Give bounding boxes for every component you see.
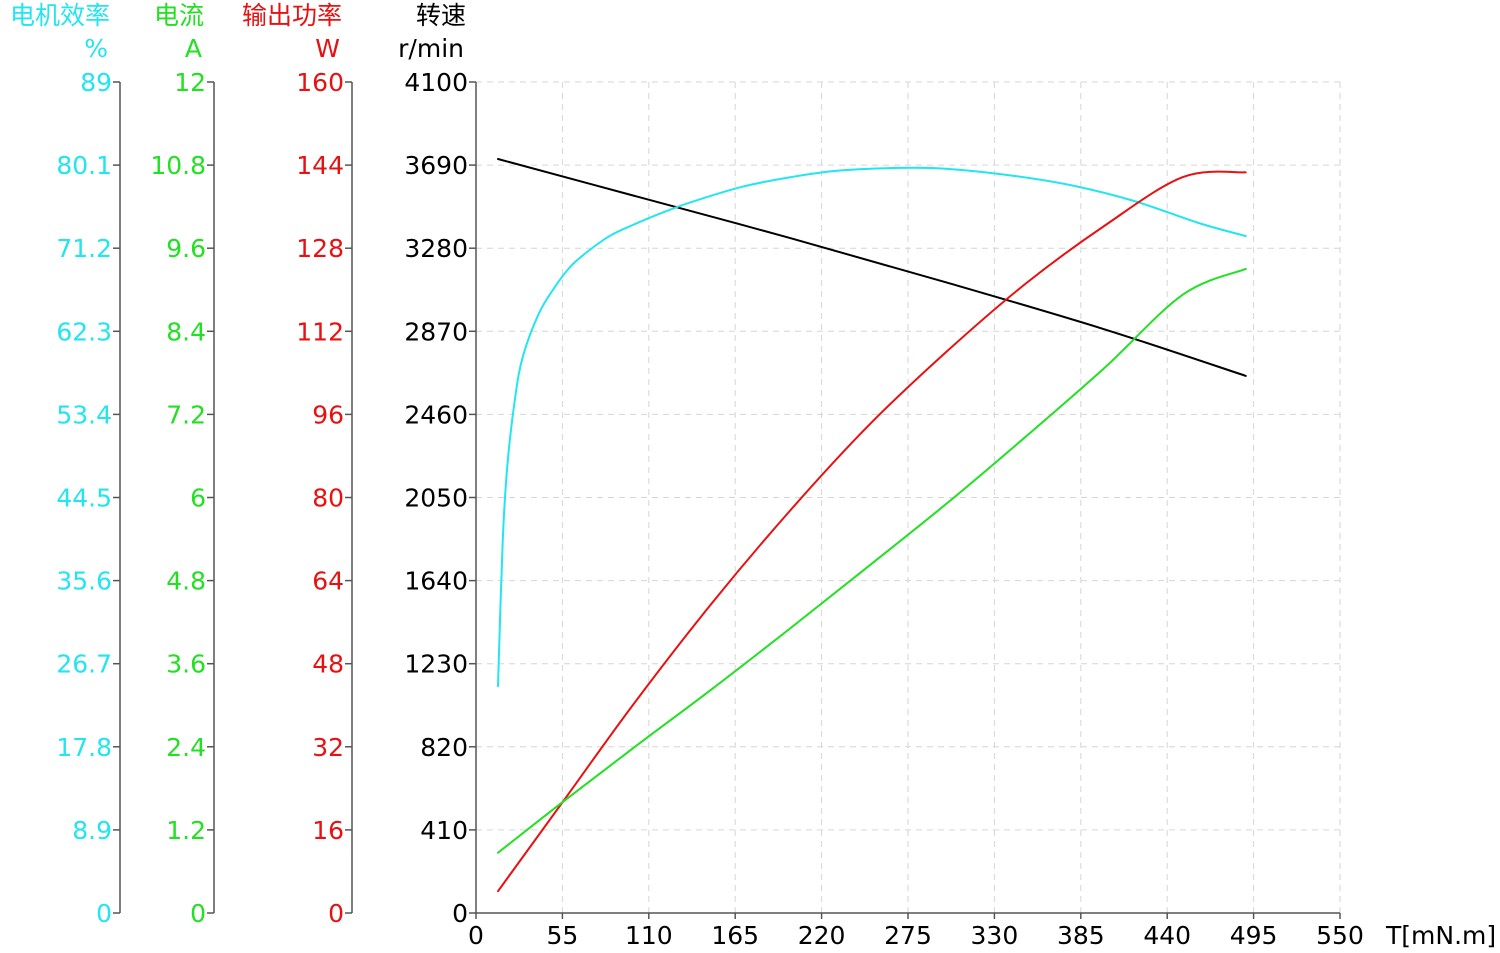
speed-axis: 0 410 820 1230 1640 2050 2460 2870 3280 3690 4100 转… — [398, 1, 477, 928]
current-tick-label-9-6: 9.6 — [166, 234, 206, 263]
speed-curve — [496, 158, 1247, 377]
current-tick-label-8-4: 8.4 — [166, 317, 206, 346]
efficiency-tick-label-89: 89 — [80, 68, 112, 97]
speed-tick-label-2460: 2460 — [404, 400, 468, 429]
speed-tick-label-3690: 3690 — [404, 151, 468, 180]
current-tick-label-1-2: 1.2 — [166, 816, 206, 845]
speed-tick-label-4100: 4100 — [404, 68, 468, 97]
speed-tick-label-2870: 2870 — [404, 317, 468, 346]
power-tick-label-48: 48 — [312, 650, 344, 679]
efficiency-tick-label-0: 0 — [96, 899, 112, 928]
power-tick-label-112: 112 — [296, 317, 344, 346]
current-axis-unit: A — [185, 34, 202, 63]
efficiency-tick-label-44-5: 44.5 — [56, 484, 112, 513]
power-tick-label-32: 32 — [312, 733, 344, 762]
speed-axis-title: 转速 — [416, 1, 466, 30]
current-tick-label-12: 12 — [174, 68, 206, 97]
efficiency-tick-label-62-3: 62.3 — [56, 317, 112, 346]
current-tick-label-0: 0 — [190, 899, 206, 928]
torque-tick-label-55: 55 — [546, 921, 578, 950]
torque-tick-label-220: 220 — [798, 921, 846, 950]
speed-tick-label-820: 820 — [420, 733, 468, 762]
axes: 0 8.9 17.8 26.7 35.6 44.5 53.4 62.3 71.2 80.1 89 电机… — [10, 1, 1496, 950]
speed-tick-label-1230: 1230 — [404, 650, 468, 679]
torque-tick-label-275: 275 — [884, 921, 932, 950]
power-curve — [496, 170, 1247, 893]
current-axis-title: 电流 — [154, 1, 204, 30]
efficiency-tick-label-35-6: 35.6 — [56, 567, 112, 596]
efficiency-tick-label-8-9: 8.9 — [72, 816, 112, 845]
current-tick-label-4-8: 4.8 — [166, 567, 206, 596]
efficiency-curve — [496, 166, 1247, 688]
power-tick-label-16: 16 — [312, 816, 344, 845]
efficiency-axis-unit: % — [84, 34, 108, 63]
power-tick-label-96: 96 — [312, 400, 344, 429]
speed-tick-label-1640: 1640 — [404, 567, 468, 596]
current-curve — [496, 267, 1247, 854]
current-tick-label-7-2: 7.2 — [166, 400, 206, 429]
power-tick-label-160: 160 — [296, 68, 344, 97]
speed-axis-unit: r/min — [398, 34, 464, 63]
power-axis-unit: W — [315, 34, 340, 63]
current-tick-label-3-6: 3.6 — [166, 650, 206, 679]
torque-tick-label-385: 385 — [1057, 921, 1105, 950]
torque-tick-label-165: 165 — [711, 921, 759, 950]
efficiency-tick-label-53-4: 53.4 — [56, 400, 112, 429]
efficiency-axis: 0 8.9 17.8 26.7 35.6 44.5 53.4 62.3 71.2 80.1 89 电机… — [10, 1, 121, 928]
power-tick-label-0: 0 — [328, 899, 344, 928]
current-axis: 0 1.2 2.4 3.6 4.8 6 7.2 8.4 9.6 10.8 12 电流 A — [150, 1, 215, 928]
power-tick-label-80: 80 — [312, 484, 344, 513]
speed-tick-label-3280: 3280 — [404, 234, 468, 263]
power-tick-label-64: 64 — [312, 567, 344, 596]
torque-tick-label-495: 495 — [1230, 921, 1278, 950]
current-tick-label-10-8: 10.8 — [150, 151, 206, 180]
data-series — [496, 158, 1247, 893]
efficiency-tick-label-71-2: 71.2 — [56, 234, 112, 263]
speed-tick-label-2050: 2050 — [404, 484, 468, 513]
current-tick-label-6: 6 — [190, 484, 206, 513]
power-axis: 0 16 32 48 64 80 96 112 128 144 160 输出功率 W — [242, 1, 353, 928]
efficiency-tick-label-26-7: 26.7 — [56, 650, 112, 679]
power-axis-title: 输出功率 — [242, 1, 342, 30]
torque-tick-label-330: 330 — [971, 921, 1019, 950]
grid — [476, 81, 1341, 913]
torque-tick-label-550: 550 — [1316, 921, 1364, 950]
current-tick-label-2-4: 2.4 — [166, 733, 206, 762]
speed-tick-label-410: 410 — [420, 816, 468, 845]
power-tick-label-144: 144 — [296, 151, 344, 180]
torque-axis-label: T[mN.m] — [1385, 921, 1496, 950]
torque-axis: 0 55 110 165 220 275 330 385 440 495 550 T[mN.m] — [468, 912, 1496, 950]
torque-tick-label-0: 0 — [468, 921, 484, 950]
efficiency-tick-label-80-1: 80.1 — [56, 151, 112, 180]
power-tick-label-128: 128 — [296, 234, 344, 263]
efficiency-axis-title: 电机效率 — [10, 1, 110, 30]
torque-tick-label-440: 440 — [1143, 921, 1191, 950]
speed-tick-label-0: 0 — [452, 899, 468, 928]
efficiency-tick-label-17-8: 17.8 — [56, 733, 112, 762]
torque-tick-label-110: 110 — [625, 921, 673, 950]
